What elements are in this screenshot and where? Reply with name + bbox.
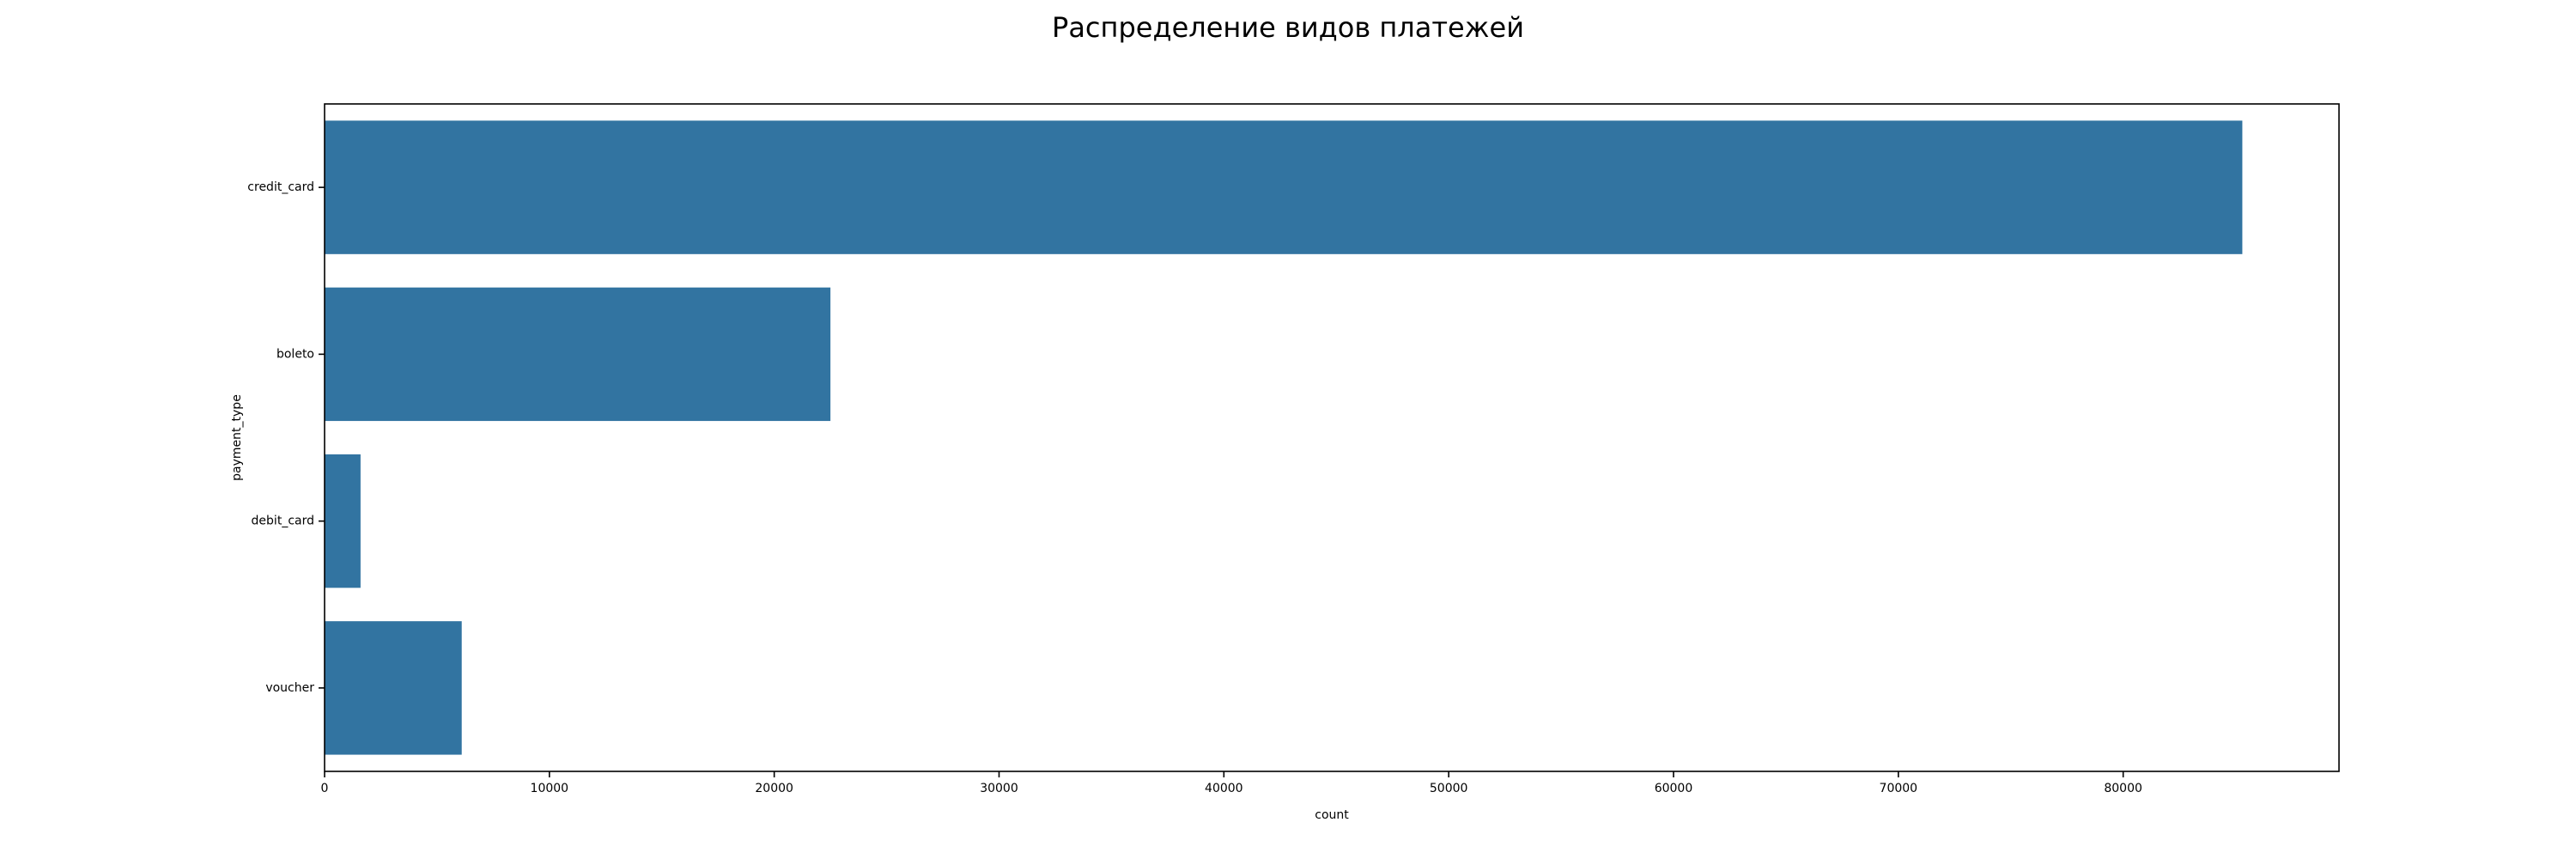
x-tick-label: 30000 [980, 782, 1018, 795]
y-tick-label: debit_card [252, 515, 314, 528]
bar-boleto [325, 287, 831, 422]
y-tick-label: voucher [265, 681, 314, 695]
x-tick-label: 70000 [1880, 782, 1918, 795]
x-tick-label: 20000 [755, 782, 793, 795]
bar-voucher [325, 621, 462, 755]
plot-area-frame [324, 103, 2340, 772]
y-tick-label: credit_card [247, 180, 314, 194]
chart-title: Распределение видов платежей [1052, 11, 1524, 44]
bar-credit-card [325, 120, 2243, 254]
x-axis-ticks: 0 10000 20000 30000 40000 50000 60000 70000 8000… [321, 771, 2142, 795]
x-tick-label: 60000 [1655, 782, 1693, 795]
x-tick-label: 0 [321, 782, 329, 795]
bars-group [325, 120, 2243, 755]
bar-debit-card [325, 454, 361, 588]
x-tick-label: 80000 [2104, 782, 2142, 795]
x-tick-label: 50000 [1430, 782, 1468, 795]
x-tick-label: 10000 [531, 782, 569, 795]
x-axis-label: count [1315, 808, 1349, 822]
x-tick-label: 40000 [1205, 782, 1243, 795]
y-axis-label: payment_type [230, 394, 244, 481]
y-tick-label: boleto [276, 347, 314, 361]
